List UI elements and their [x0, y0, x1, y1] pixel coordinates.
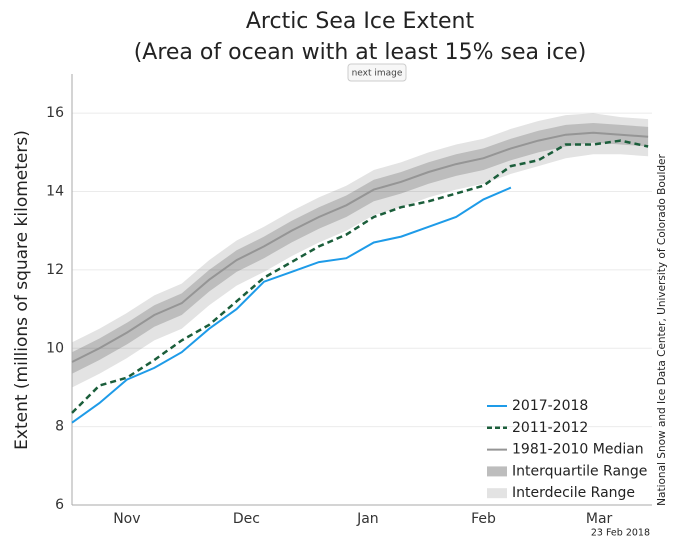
- legend-swatch: [487, 488, 507, 499]
- next-image-button[interactable]: next image: [347, 63, 407, 82]
- series-line: [71, 139, 649, 414]
- legend-label: Interdecile Range: [512, 485, 635, 501]
- x-tick-label: Dec: [233, 511, 260, 527]
- legend-swatch: [487, 466, 507, 477]
- y-tick-label: 12: [46, 262, 64, 278]
- y-tick-label: 14: [46, 184, 64, 200]
- chart-subtitle: (Area of ocean with at least 15% sea ice…: [134, 40, 587, 65]
- series-line: [71, 186, 512, 424]
- button-label: next image: [352, 69, 403, 79]
- date-note: 23 Feb 2018: [591, 528, 650, 539]
- legend-label: Interquartile Range: [512, 463, 647, 479]
- chart-title: Arctic Sea Ice Extent: [246, 9, 475, 34]
- x-tick-label: Jan: [356, 511, 379, 527]
- legend-label: 2011-2012: [512, 420, 588, 436]
- legend-label: 1981-2010 Median: [512, 442, 644, 458]
- series-line: [71, 131, 649, 363]
- y-tick-label: 6: [55, 497, 64, 513]
- legend-label: 2017-2018: [512, 398, 588, 414]
- y-tick-label: 8: [55, 419, 64, 435]
- y-tick-label: 10: [46, 340, 64, 356]
- y-tick-label: 16: [46, 105, 64, 121]
- y-axis-label: Extent (millions of square kilometers): [12, 130, 32, 450]
- x-tick-label: Mar: [586, 511, 613, 527]
- source-note: National Snow and Ice Data Center, Unive…: [656, 154, 668, 506]
- x-tick-label: Feb: [471, 511, 496, 527]
- button-bg: [347, 63, 407, 82]
- x-tick-label: Nov: [113, 511, 140, 527]
